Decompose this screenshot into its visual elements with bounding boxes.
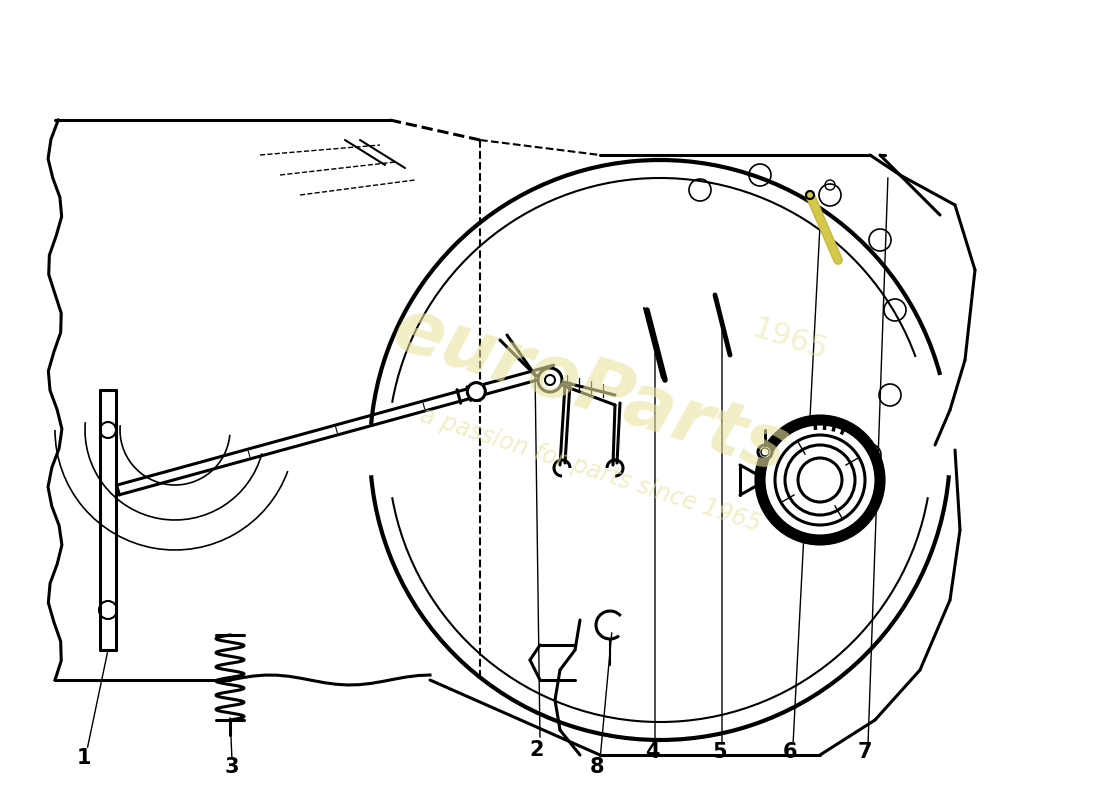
Circle shape [758,418,882,542]
Text: 5: 5 [713,742,727,762]
Circle shape [538,368,562,392]
Text: 1: 1 [77,748,91,768]
Text: 3: 3 [224,757,240,777]
Text: 1965: 1965 [749,314,832,366]
Circle shape [468,382,485,401]
Text: 6: 6 [783,742,798,762]
Text: a passion for parts since 1965: a passion for parts since 1965 [417,403,763,537]
Text: euroParts: euroParts [383,292,796,488]
Text: 2: 2 [530,740,544,760]
Text: 7: 7 [858,742,872,762]
Text: 4: 4 [645,742,659,762]
Text: 8: 8 [590,757,604,777]
Circle shape [758,445,772,459]
